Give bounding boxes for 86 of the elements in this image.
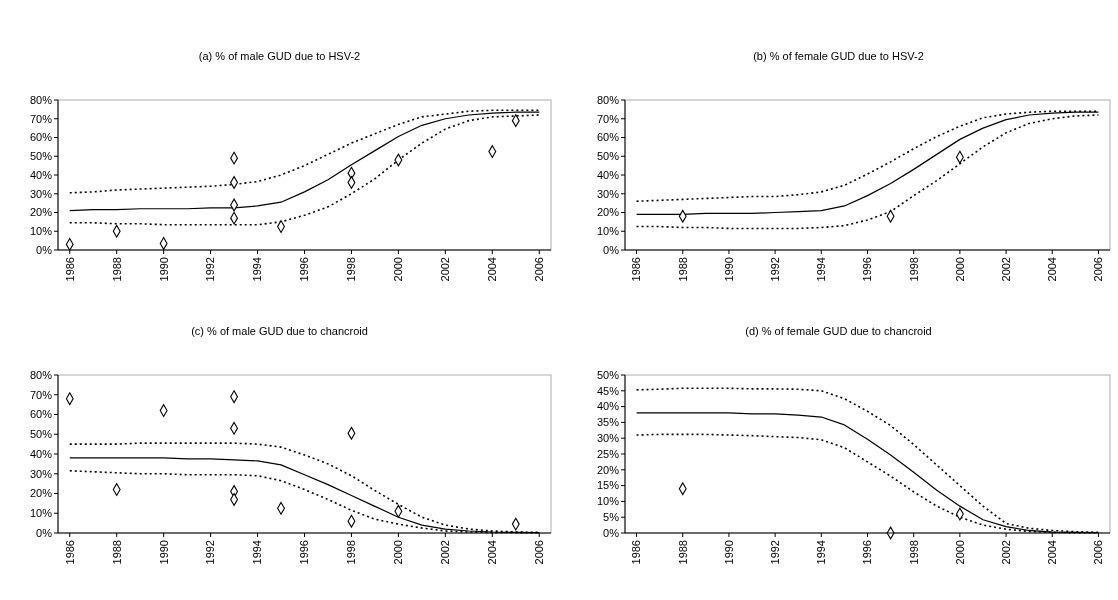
chart-title: (d) % of female GUD due to chancroid	[745, 325, 932, 337]
x-tick-label: 1990	[722, 540, 735, 565]
y-tick-label: 35%	[596, 416, 620, 429]
y-tick-label: 70%	[29, 388, 53, 401]
y-tick-label: 30%	[29, 467, 53, 480]
y-tick-label: 50%	[29, 428, 53, 441]
y-tick-label: 10%	[29, 225, 53, 238]
x-tick-label: 2006	[533, 540, 546, 565]
x-tick-label: 1992	[768, 257, 781, 282]
x-tick-label: 2000	[953, 257, 966, 282]
x-tick-label: 1996	[298, 540, 311, 565]
y-tick-label: 5%	[603, 511, 620, 524]
chart-title: (b) % of female GUD due to HSV-2	[753, 50, 924, 62]
x-tick-label: 2002	[999, 257, 1012, 282]
x-tick-label: 2002	[439, 257, 452, 282]
x-tick-label: 1990	[157, 540, 170, 565]
y-tick-label: 20%	[29, 487, 53, 500]
x-tick-label: 1996	[861, 540, 874, 565]
y-tick-label: 50%	[596, 368, 620, 381]
x-tick-label: 1990	[157, 257, 170, 282]
y-tick-label: 45%	[596, 384, 620, 397]
x-tick-label: 1998	[345, 257, 358, 282]
y-tick-label: 70%	[29, 112, 53, 125]
x-tick-label: 1988	[110, 257, 123, 282]
y-tick-label: 20%	[596, 206, 620, 219]
x-tick-label: 2004	[1046, 257, 1059, 282]
x-tick-label: 1994	[815, 257, 828, 282]
x-tick-label: 1986	[63, 257, 76, 282]
x-tick-label: 1986	[63, 540, 76, 565]
x-tick-label: 1992	[204, 540, 217, 565]
y-tick-label: 30%	[29, 187, 53, 200]
chart-title: (a) % of male GUD due to HSV-2	[198, 50, 361, 62]
y-tick-label: 80%	[29, 93, 53, 106]
x-tick-label: 1998	[345, 540, 358, 565]
y-tick-label: 25%	[596, 447, 620, 460]
x-tick-label: 1990	[722, 257, 735, 282]
y-tick-label: 30%	[596, 432, 620, 445]
x-tick-label: 2002	[999, 540, 1012, 565]
x-tick-label: 1996	[298, 257, 311, 282]
x-tick-label: 1986	[630, 540, 643, 565]
y-tick-label: 80%	[29, 368, 53, 381]
y-tick-label: 50%	[596, 150, 620, 163]
x-tick-label: 1998	[907, 257, 920, 282]
y-tick-label: 0%	[603, 526, 620, 539]
x-tick-label: 1994	[251, 540, 264, 565]
y-tick-label: 10%	[29, 507, 53, 520]
chart-title: (c) % of male GUD due to chancroid	[191, 325, 368, 337]
y-tick-label: 70%	[596, 112, 620, 125]
x-tick-label: 1992	[768, 540, 781, 565]
x-tick-label: 1998	[907, 540, 920, 565]
x-tick-label: 2000	[392, 257, 405, 282]
y-tick-label: 0%	[36, 526, 53, 539]
y-tick-label: 60%	[29, 131, 53, 144]
y-tick-label: 50%	[29, 150, 53, 163]
y-tick-label: 30%	[596, 187, 620, 200]
x-tick-label: 1988	[110, 540, 123, 565]
y-tick-label: 10%	[596, 225, 620, 238]
y-tick-label: 0%	[36, 243, 53, 256]
y-tick-label: 60%	[596, 131, 620, 144]
x-tick-label: 2006	[1092, 257, 1105, 282]
y-tick-label: 80%	[596, 93, 620, 106]
y-tick-label: 40%	[29, 447, 53, 460]
x-tick-label: 2000	[392, 540, 405, 565]
y-tick-label: 10%	[596, 495, 620, 508]
x-tick-label: 2004	[486, 540, 499, 565]
y-tick-label: 15%	[596, 479, 620, 492]
x-tick-label: 1992	[204, 257, 217, 282]
y-tick-label: 60%	[29, 408, 53, 421]
x-tick-label: 1994	[815, 540, 828, 565]
x-tick-label: 2006	[533, 257, 546, 282]
x-tick-label: 2002	[439, 540, 452, 565]
y-tick-label: 40%	[29, 168, 53, 181]
y-tick-label: 40%	[596, 168, 620, 181]
x-tick-label: 1994	[251, 257, 264, 282]
x-tick-label: 1988	[676, 540, 689, 565]
x-tick-label: 2004	[1046, 540, 1059, 565]
y-tick-label: 20%	[29, 206, 53, 219]
x-tick-label: 2000	[953, 540, 966, 565]
x-tick-label: 1988	[676, 257, 689, 282]
x-tick-label: 2004	[486, 257, 499, 282]
y-tick-label: 0%	[603, 243, 620, 256]
x-tick-label: 1996	[861, 257, 874, 282]
y-tick-label: 40%	[596, 400, 620, 413]
x-tick-label: 1986	[630, 257, 643, 282]
y-tick-label: 20%	[596, 463, 620, 476]
x-tick-label: 2006	[1092, 540, 1105, 565]
